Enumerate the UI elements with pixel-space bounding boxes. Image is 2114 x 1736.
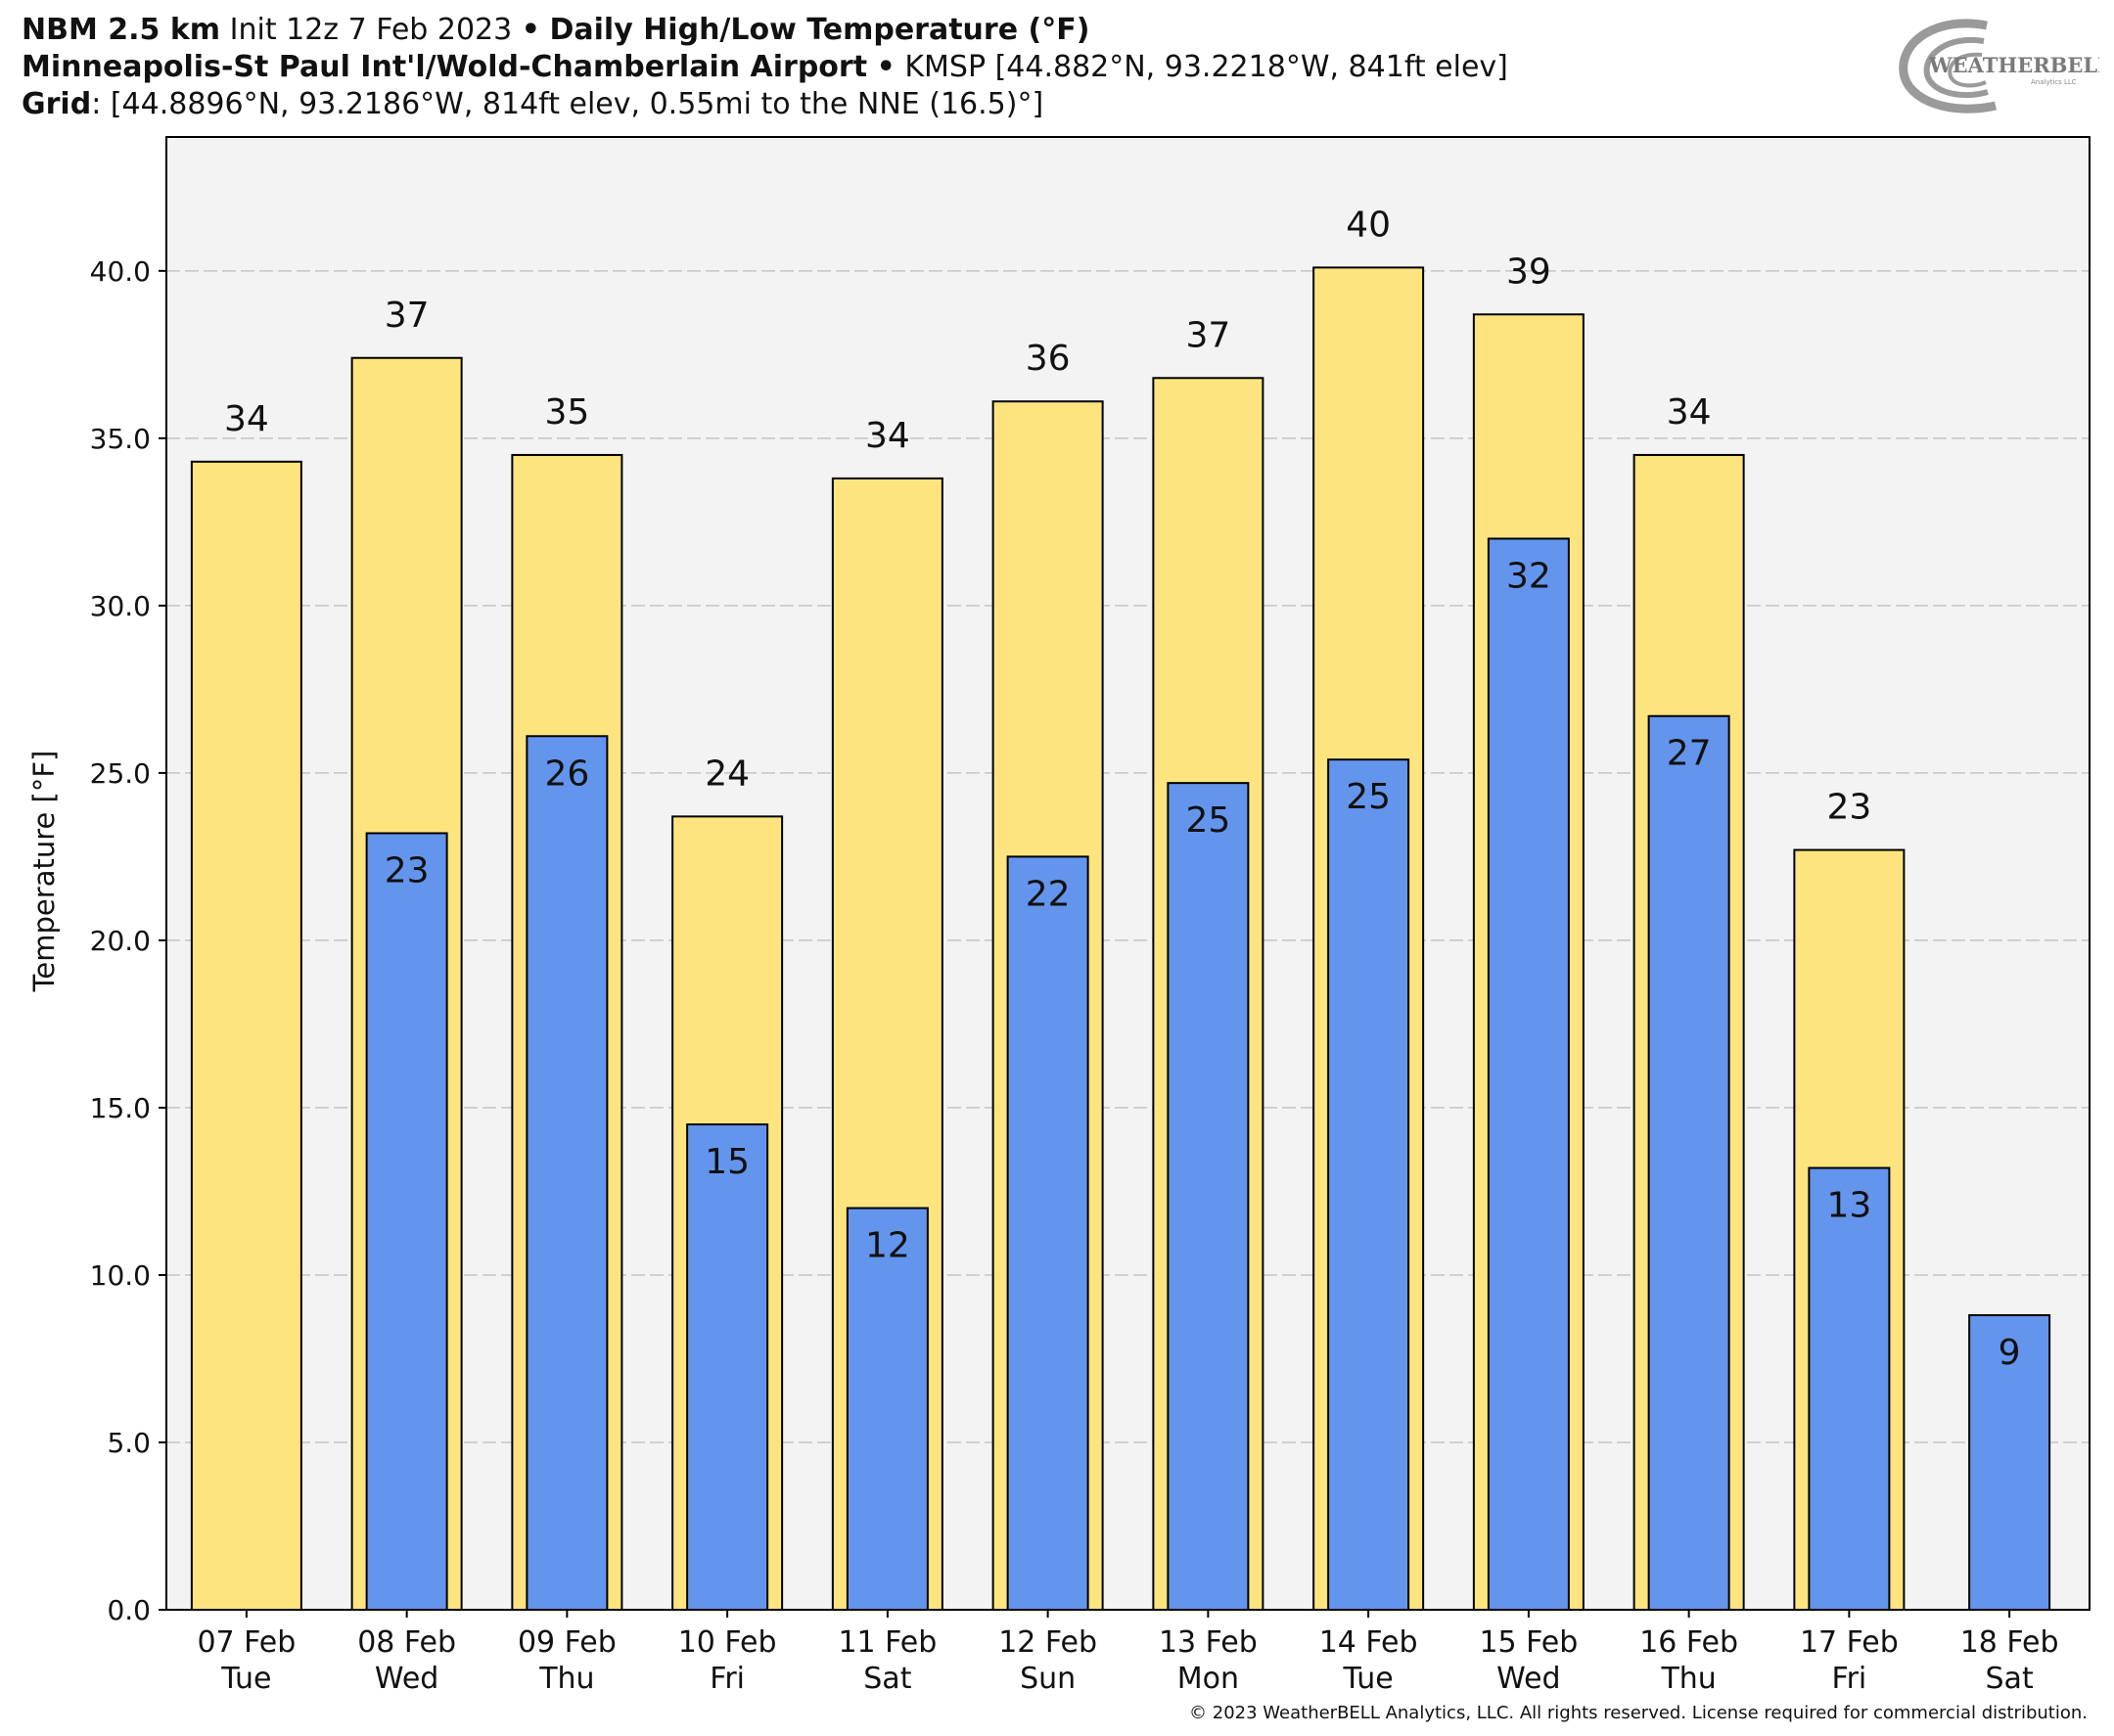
high-bar — [190, 460, 302, 1612]
x-tick-weekday: Wed — [375, 1662, 438, 1696]
y-tick-label: 0.0 — [107, 1594, 151, 1626]
plot-frame — [165, 136, 2091, 1611]
y-tick-label: 35.0 — [90, 423, 151, 455]
x-tick-weekday: Mon — [1177, 1662, 1239, 1696]
low-bar — [1487, 537, 1570, 1611]
copyright-notice: © 2023 WeatherBELL Analytics, LLC. All r… — [1189, 1703, 2088, 1723]
x-tick-weekday: Thu — [538, 1662, 594, 1696]
high-value-label: 39 — [1506, 251, 1551, 292]
x-tick-weekday: Sun — [1020, 1662, 1076, 1696]
x-tick-date: 13 Feb — [1159, 1625, 1258, 1660]
y-tick-label: 40.0 — [90, 255, 151, 288]
x-tick-date: 11 Feb — [838, 1625, 937, 1660]
low-bar — [1647, 714, 1730, 1611]
header-line-3: Grid: [44.8896°N, 93.2186°W, 814ft elev,… — [22, 86, 1043, 123]
x-tick-date: 12 Feb — [998, 1625, 1097, 1660]
logo-text: WEATHERBELL — [1928, 53, 2099, 77]
low-value-label: 25 — [1185, 800, 1230, 841]
high-value-label: 34 — [224, 399, 269, 439]
weatherbell-logo: WEATHERBELL Analytics LLC — [1899, 19, 2099, 114]
x-tick-weekday: Fri — [710, 1662, 745, 1696]
x-tick-date: 16 Feb — [1639, 1625, 1738, 1660]
x-tick-weekday: Sat — [863, 1662, 911, 1696]
x-tick-date: 17 Feb — [1800, 1625, 1899, 1660]
low-bar — [1968, 1314, 2051, 1611]
high-value-label: 35 — [544, 392, 589, 433]
y-tick-label: 10.0 — [90, 1259, 151, 1292]
low-value-label: 23 — [385, 850, 430, 891]
low-value-label: 22 — [1026, 874, 1071, 914]
y-axis: 0.0 5.0 10.0 15.0 20.0 25.0 30.0 35.0 40.0 — [90, 255, 166, 1626]
header-line-2: Minneapolis-St Paul Int'l/Wold-Chamberla… — [22, 49, 1508, 86]
low-bar — [846, 1207, 929, 1611]
x-tick-date: 18 Feb — [1960, 1625, 2059, 1660]
high-value-label: 34 — [1667, 392, 1712, 433]
high-value-label: 23 — [1826, 788, 1871, 828]
x-tick-weekday: Wed — [1496, 1662, 1560, 1696]
grid-info: : [44.8896°N, 93.2186°W, 814ft elev, 0.5… — [91, 87, 1044, 121]
plot-background — [166, 137, 2090, 1610]
x-tick-date: 15 Feb — [1479, 1625, 1578, 1660]
low-value-label: 13 — [1826, 1186, 1871, 1226]
grid-label: Grid — [22, 87, 92, 121]
low-value-label: 25 — [1346, 777, 1391, 817]
logo-subtext: Analytics LLC — [2031, 78, 2077, 86]
high-value-label: 40 — [1346, 205, 1391, 245]
station-name: Minneapolis-St Paul Int'l/Wold-Chamberla… — [22, 50, 868, 84]
high-value-label: 37 — [1185, 315, 1230, 355]
low-value-label: 15 — [705, 1142, 750, 1182]
x-tick-weekday: Thu — [1660, 1662, 1716, 1696]
init-time: Init 12z 7 Feb 2023 — [229, 13, 513, 47]
header-line-1: NBM 2.5 km Init 12z 7 Feb 2023 • Daily H… — [22, 12, 1089, 49]
high-value-label: 24 — [705, 754, 750, 794]
x-tick-date: 14 Feb — [1319, 1625, 1418, 1660]
y-tick-label: 15.0 — [90, 1092, 151, 1124]
high-value-label: 36 — [1026, 339, 1071, 379]
bullet-separator: • — [521, 13, 540, 47]
low-value-label: 32 — [1506, 556, 1551, 596]
low-bar — [1167, 782, 1250, 1611]
x-tick-weekday: Sat — [1986, 1662, 2034, 1696]
x-tick-date: 08 Feb — [357, 1625, 456, 1660]
low-value-label: 27 — [1667, 734, 1712, 774]
y-tick-label: 20.0 — [90, 925, 151, 957]
low-bar — [526, 735, 609, 1611]
y-tick-label: 30.0 — [90, 590, 151, 622]
x-tick-date: 07 Feb — [197, 1625, 296, 1660]
gridlines — [166, 270, 2090, 1443]
x-tick-weekday: Fri — [1832, 1662, 1867, 1696]
y-tick-label: 5.0 — [107, 1427, 151, 1459]
high-value-label: 34 — [865, 416, 910, 456]
data-labels: 34 37 23 35 26 24 15 34 12 36 22 37 25 40 25 39 32 34 27 23… — [224, 205, 2021, 1373]
swirl-icon — [1899, 19, 1997, 114]
high-value-label: 37 — [385, 296, 430, 336]
y-tick-label: 25.0 — [90, 757, 151, 790]
low-bar — [365, 832, 448, 1611]
bullet-separator: • — [876, 50, 896, 84]
low-value-label: 12 — [865, 1226, 910, 1266]
station-info: KMSP [44.882°N, 93.2218°W, 841ft elev] — [904, 50, 1508, 84]
low-value-label: 9 — [1999, 1333, 2021, 1373]
x-tick-date: 10 Feb — [678, 1625, 777, 1660]
x-tick-date: 09 Feb — [518, 1625, 617, 1660]
low-bar — [1006, 855, 1089, 1611]
x-tick-weekday: Tue — [220, 1662, 271, 1696]
x-tick-weekday: Tue — [1343, 1662, 1394, 1696]
low-bar — [686, 1123, 769, 1611]
low-bar — [1327, 758, 1410, 1611]
low-value-label: 26 — [544, 754, 589, 794]
low-bar — [1808, 1166, 1891, 1611]
model-name: NBM 2.5 km — [22, 13, 221, 47]
chart-title: Daily High/Low Temperature (°F) — [549, 13, 1090, 47]
y-axis-label: Temperature [°F] — [27, 751, 61, 993]
